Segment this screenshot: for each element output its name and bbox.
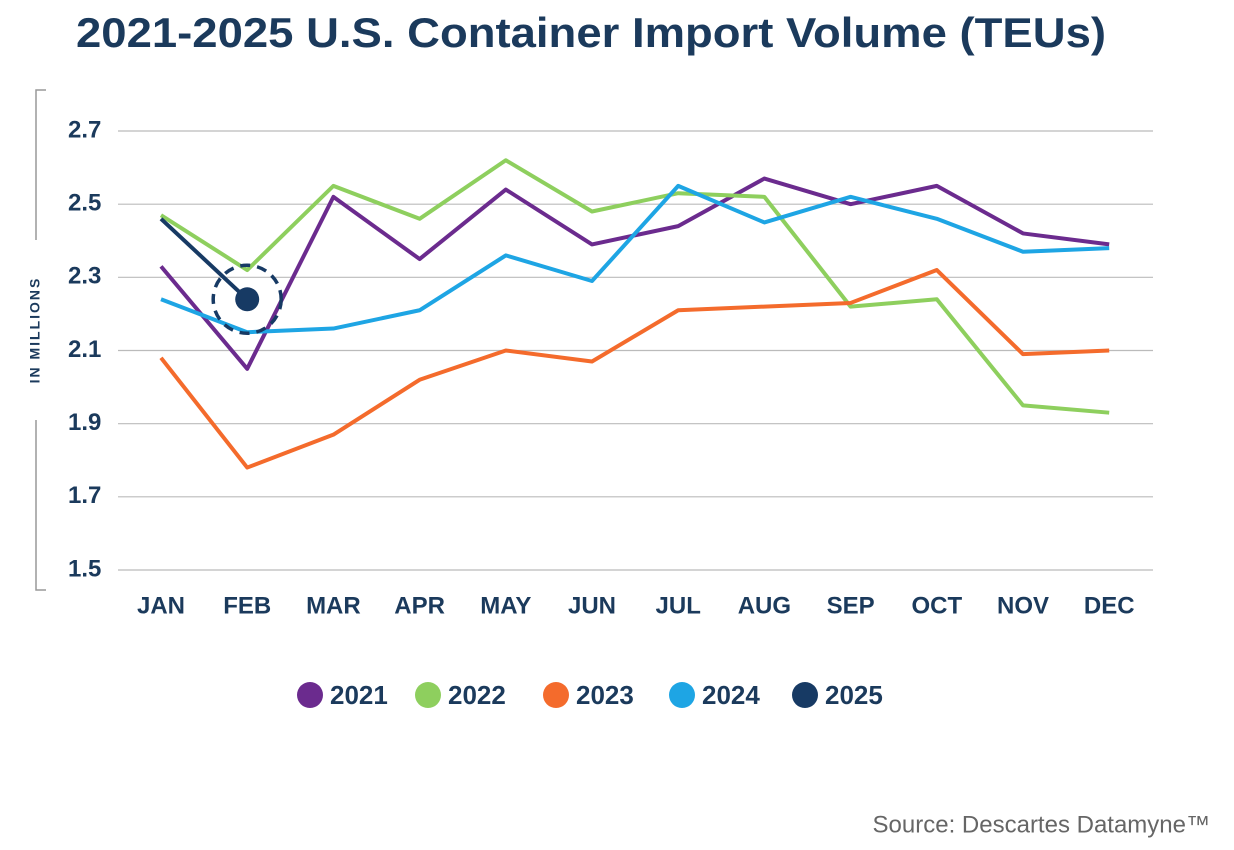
legend-label: 2025 bbox=[825, 680, 883, 710]
legend-swatch bbox=[669, 682, 695, 708]
source: Source: Descartes Datamyne™ bbox=[873, 811, 1210, 838]
chart-title: 2021-2025 U.S. Container Import Volume (… bbox=[76, 9, 1106, 56]
legend-label: 2021 bbox=[330, 680, 388, 710]
x-tick-label: MAR bbox=[306, 592, 361, 619]
x-tick-label: JUL bbox=[656, 592, 701, 619]
axis-bracket bbox=[35, 89, 46, 591]
x-tick-label: JAN bbox=[137, 592, 185, 619]
series-line bbox=[160, 183, 1110, 335]
series-line bbox=[159, 176, 1110, 371]
legend-swatch bbox=[792, 682, 818, 708]
legend-label: 2022 bbox=[448, 680, 506, 710]
highlight-ring bbox=[211, 263, 283, 336]
x-tick-label: FEB bbox=[223, 592, 271, 619]
y-tick-label: 2.5 bbox=[68, 190, 101, 217]
y-tick-label: 1.7 bbox=[68, 482, 101, 509]
series-line bbox=[159, 268, 1110, 470]
legend-label: 2024 bbox=[702, 680, 760, 710]
legend-label: 2023 bbox=[576, 680, 634, 710]
legend-swatch bbox=[297, 682, 323, 708]
latest-point bbox=[235, 287, 260, 312]
x-tick-label: JUN bbox=[568, 592, 616, 619]
legend-swatch bbox=[415, 682, 441, 708]
series-line bbox=[159, 158, 1110, 415]
y-axis-label: IN MILLIONS bbox=[27, 277, 43, 384]
x-tick-label: APR bbox=[394, 592, 445, 619]
y-tick-label: 2.3 bbox=[68, 263, 101, 290]
x-tick-label: NOV bbox=[997, 592, 1049, 619]
y-tick-label: 2.1 bbox=[68, 336, 101, 363]
y-tick-label: 1.9 bbox=[68, 409, 101, 436]
x-tick-label: MAY bbox=[480, 592, 531, 619]
y-tick-label: 1.5 bbox=[68, 555, 101, 582]
x-tick-label: DEC bbox=[1084, 592, 1135, 619]
series-line bbox=[159, 217, 249, 301]
legend-swatch bbox=[543, 682, 569, 708]
x-tick-label: AUG bbox=[738, 592, 791, 619]
x-tick-label: SEP bbox=[827, 592, 875, 619]
y-tick-label: 2.7 bbox=[68, 116, 101, 143]
x-tick-label: OCT bbox=[911, 592, 962, 619]
